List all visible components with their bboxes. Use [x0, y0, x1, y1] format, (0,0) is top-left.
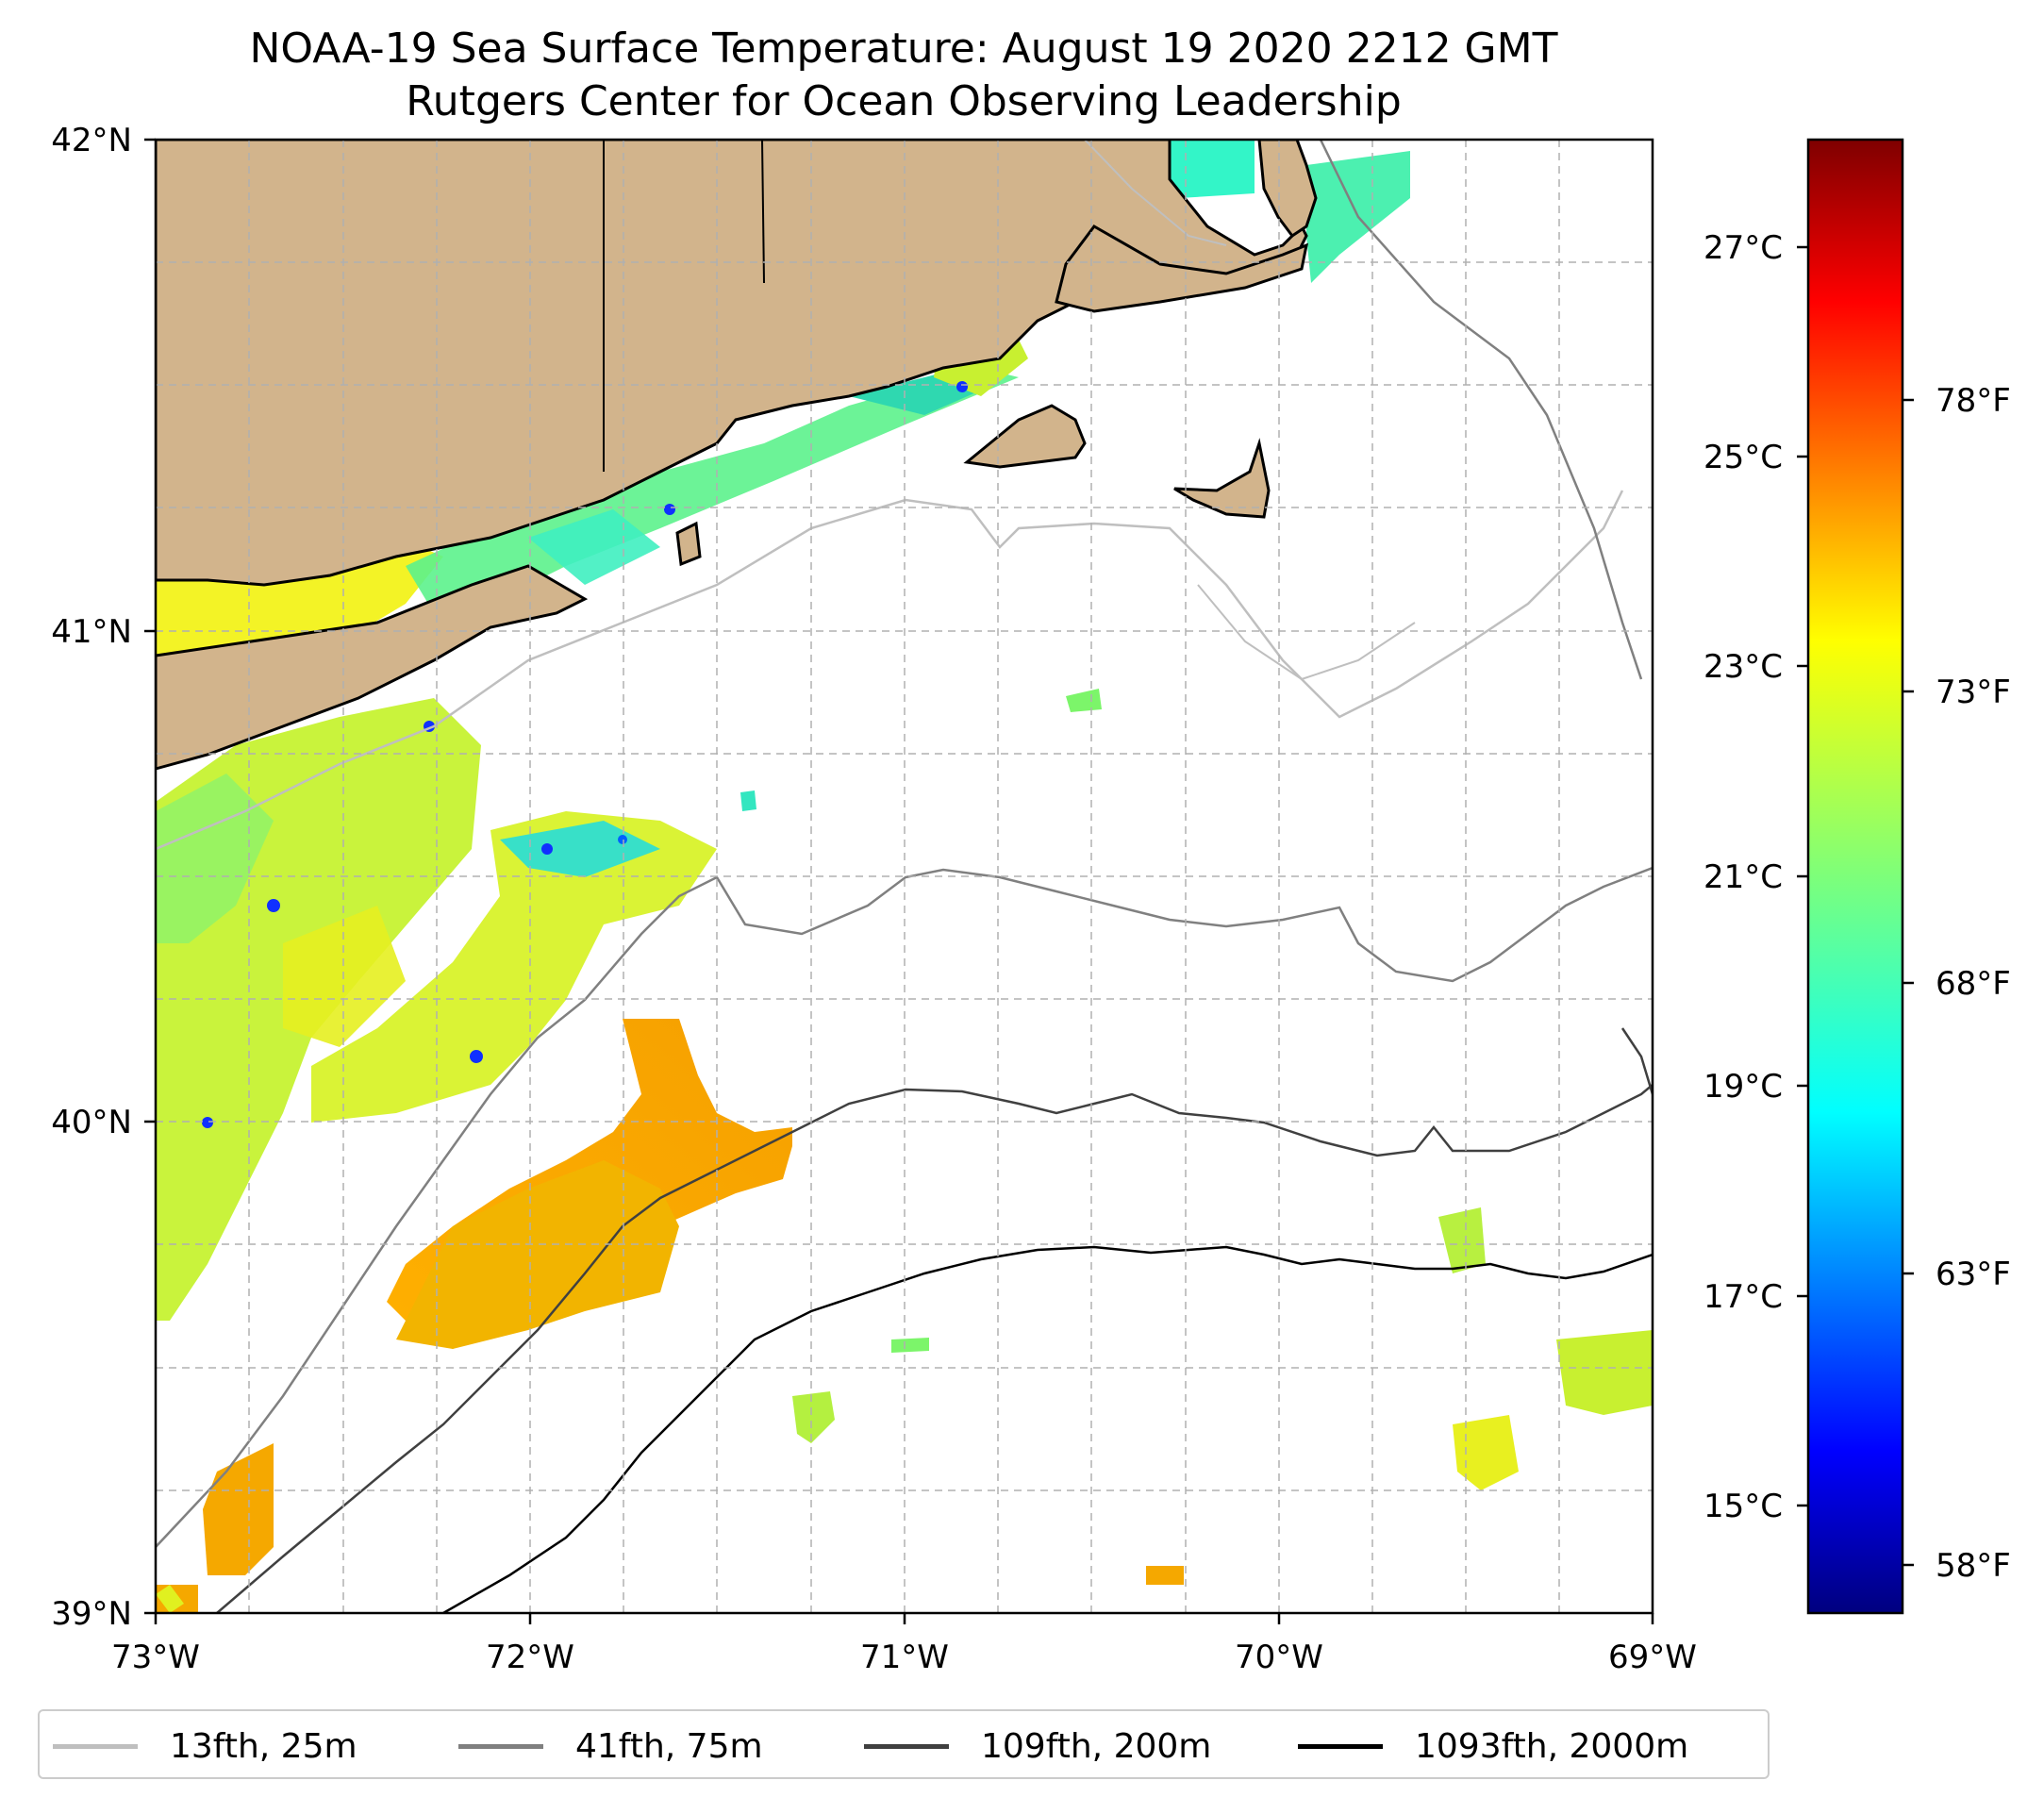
y-tick-41n: 41°N [51, 613, 132, 651]
cbar-fahrenheit-58: 58°F [1936, 1547, 2011, 1585]
gridlines [156, 140, 1653, 1613]
contour-200m [216, 1084, 1653, 1613]
cbar-celsius-19: 19°C [1703, 1068, 1783, 1106]
sst-patch-central-band [311, 811, 717, 1123]
map-title: NOAA-19 Sea Surface Temperature: August … [250, 25, 1558, 73]
land-block-island [675, 521, 702, 567]
colorbar-celsius-ticks [1797, 245, 1808, 1507]
land-mainland [156, 140, 1308, 587]
contour-2000m [442, 1245, 1653, 1613]
land-nantucket [1173, 438, 1271, 519]
map-area [156, 140, 1653, 1613]
legend-label-2000m: 1093fth, 2000m [1415, 1726, 1689, 1766]
legend-swatch-2000m [1298, 1743, 1383, 1749]
legend-swatch-200m [864, 1743, 949, 1749]
x-tick-69w: 69°W [1608, 1639, 1697, 1676]
y-tick-39n: 39°N [51, 1595, 132, 1633]
x-tick-70w: 70°W [1235, 1639, 1323, 1676]
cbar-celsius-25: 25°C [1703, 439, 1783, 476]
bathymetry-layer [156, 140, 1653, 1613]
contour-legend: 13fth, 25m 41fth, 75m 109fth, 200m 1093f… [38, 1709, 1770, 1779]
colorbar [1806, 138, 1904, 1615]
cbar-celsius-15: 15°C [1703, 1488, 1783, 1525]
legend-item-75m: 41fth, 75m [458, 1711, 763, 1781]
legend-item-2000m: 1093fth, 2000m [1298, 1711, 1688, 1781]
y-tick-40n: 40°N [51, 1104, 132, 1141]
cbar-celsius-21: 21°C [1703, 858, 1783, 896]
cbar-fahrenheit-78: 78°F [1936, 382, 2011, 420]
legend-swatch-25m [53, 1743, 138, 1749]
colorbar-fahrenheit-ticks [1903, 398, 1914, 1567]
legend-swatch-75m [458, 1743, 543, 1749]
legend-item-200m: 109fth, 200m [864, 1711, 1211, 1781]
cbar-fahrenheit-73: 73°F [1936, 674, 2011, 711]
legend-label-75m: 41fth, 75m [575, 1726, 763, 1766]
cbar-fahrenheit-68: 68°F [1936, 965, 2011, 1003]
axis-ticks [144, 138, 1654, 1624]
legend-label-200m: 109fth, 200m [981, 1726, 1212, 1766]
x-tick-72w: 72°W [486, 1639, 574, 1676]
x-tick-71w: 71°W [860, 1639, 949, 1676]
contour-75m [156, 866, 1653, 1548]
land-layer [156, 140, 1318, 771]
legend-label-25m: 13fth, 25m [170, 1726, 357, 1766]
cbar-celsius-27: 27°C [1703, 229, 1783, 267]
land-marthas-vineyard [963, 404, 1087, 469]
legend-item-25m: 13fth, 25m [53, 1711, 357, 1781]
cbar-celsius-17: 17°C [1703, 1278, 1783, 1316]
contour-25m [156, 490, 1624, 851]
map-subtitle: Rutgers Center for Ocean Observing Leade… [406, 77, 1402, 125]
cbar-fahrenheit-63: 63°F [1936, 1256, 2011, 1293]
land-cape-cod [1257, 140, 1318, 239]
y-tick-42n: 42°N [51, 122, 132, 159]
cbar-celsius-23: 23°C [1703, 648, 1783, 686]
land-long-island [156, 564, 589, 771]
x-tick-73w: 73°W [111, 1639, 200, 1676]
